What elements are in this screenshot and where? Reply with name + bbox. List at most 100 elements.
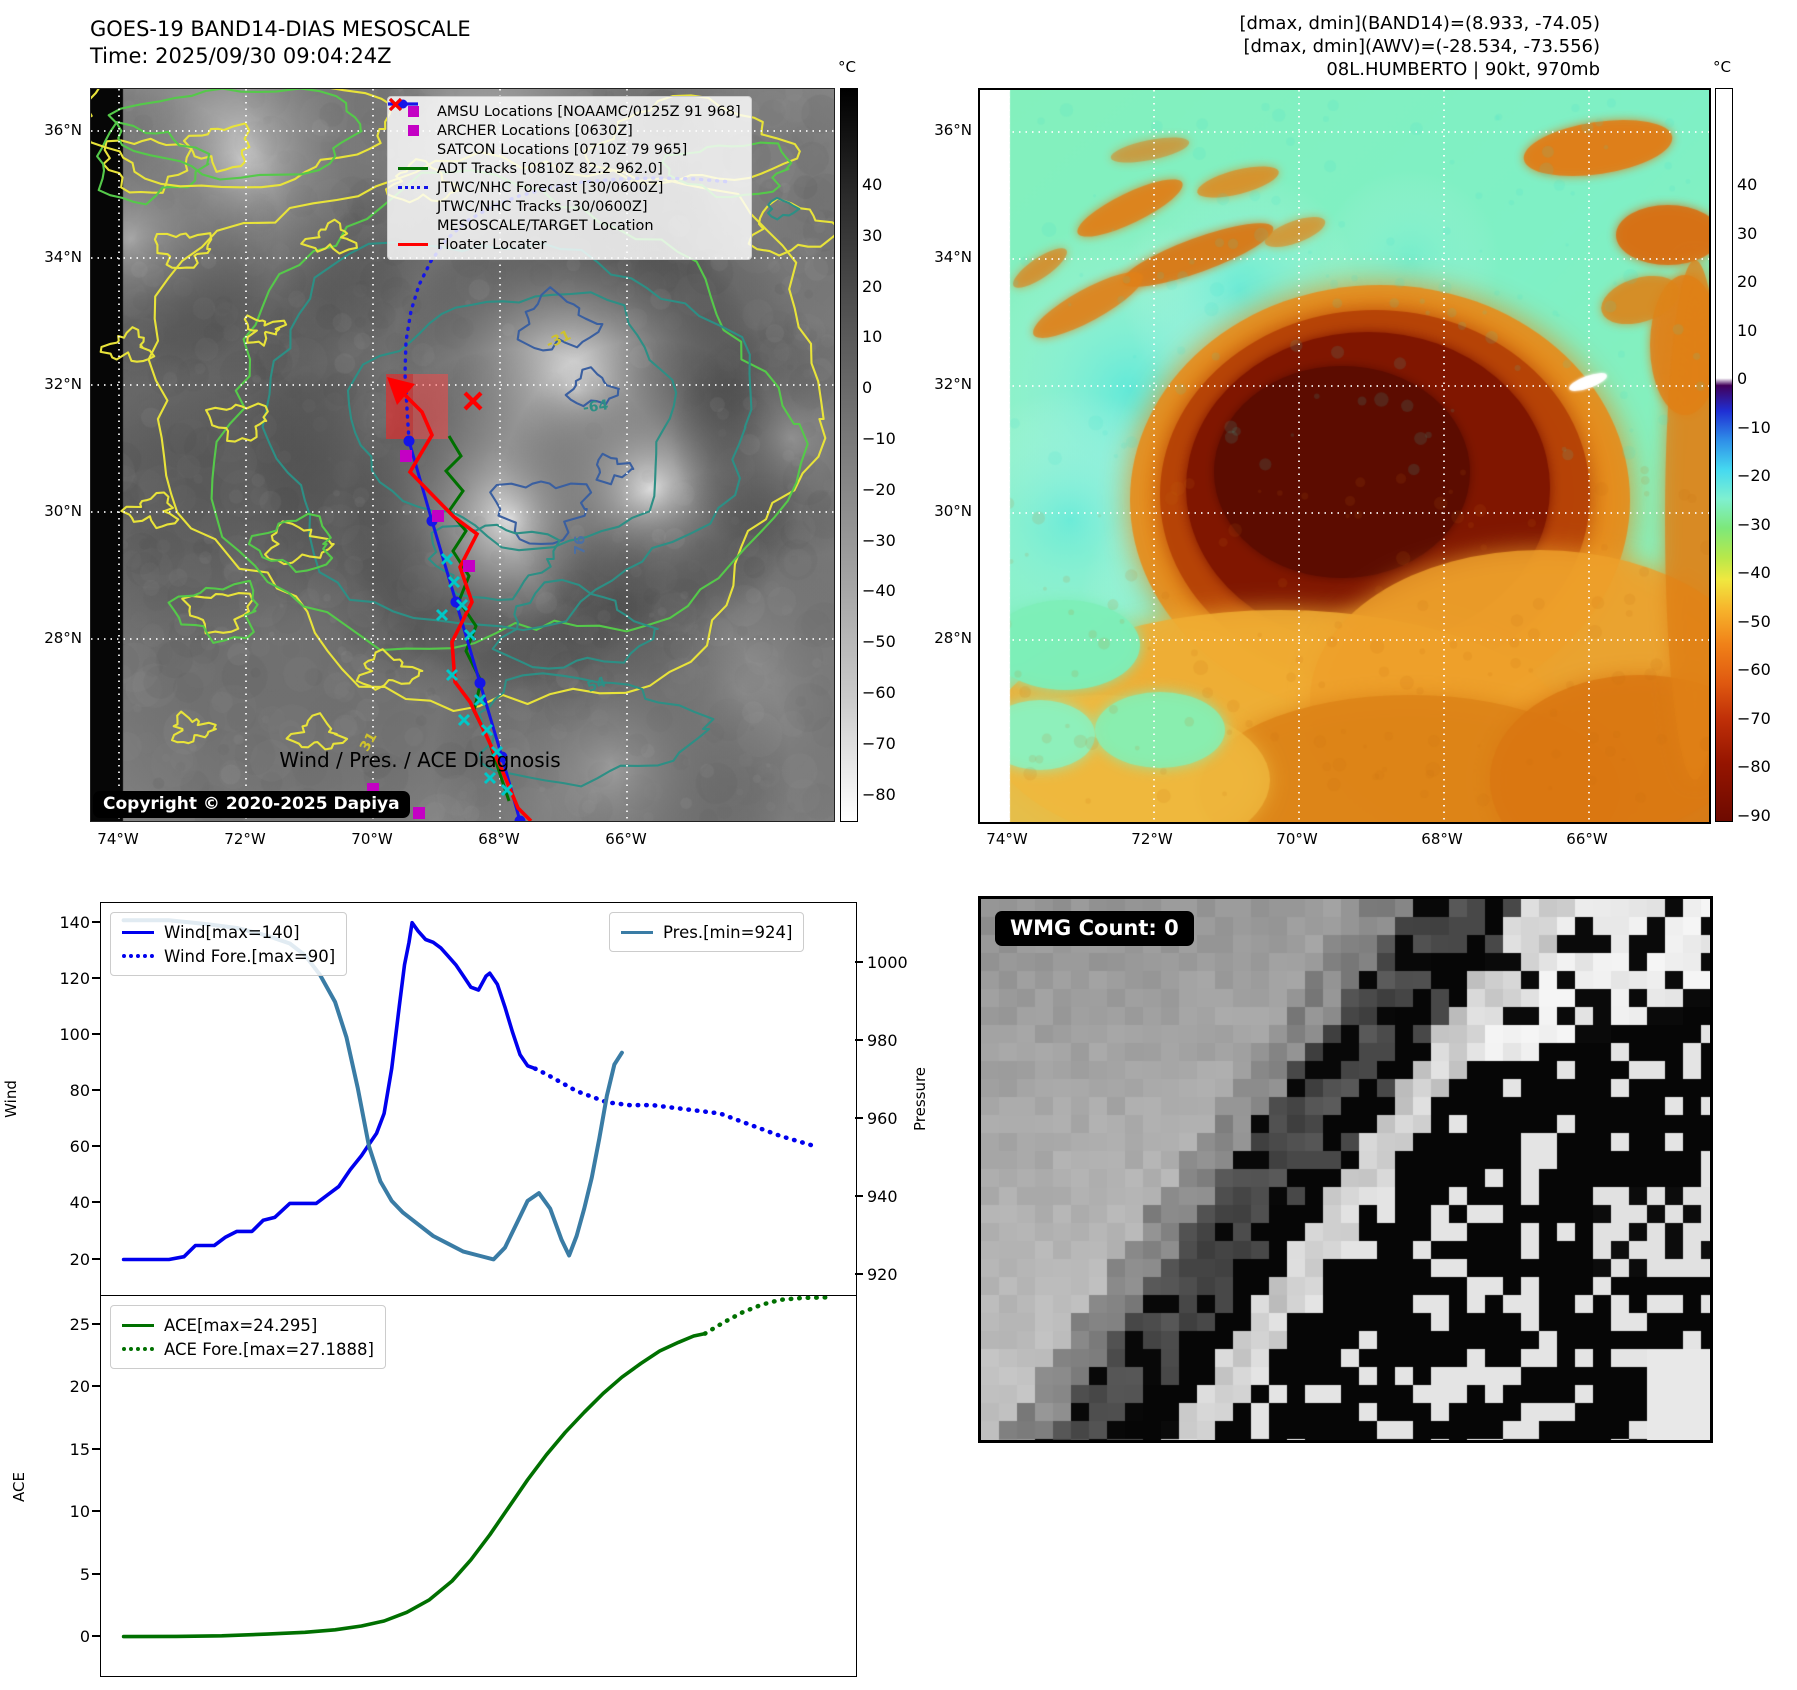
- colorbar-tick-label: −30: [862, 530, 896, 550]
- wmg-count-badge: WMG Count: 0: [995, 911, 1194, 946]
- awv-panel-header: [dmax, dmin](BAND14)=(8.933, -74.05) [dm…: [1239, 12, 1600, 81]
- ace-series: [121, 1296, 829, 1639]
- y-tick-mark: [92, 1572, 100, 1575]
- lon-tick-label: 72°W: [1131, 830, 1173, 848]
- wind-pressure-chart: Wind[max=140] Wind Fore.[max=90] Pres.[mi…: [100, 902, 857, 1297]
- colorbar-tick-label: −70: [862, 733, 896, 753]
- legend-item: JTWC/NHC Forecast [30/0600Z]: [398, 178, 741, 197]
- band14-satellite-map: AMSU Locations [NOAAMC/0125Z 91 968] ARCH…: [90, 88, 835, 822]
- colorbar-tick-label: −70: [1737, 708, 1771, 728]
- y-tick-mark: [92, 1089, 100, 1092]
- y-tick-label: 940: [867, 1186, 898, 1206]
- y-tick-mark: [92, 976, 100, 979]
- colorbar-tick-label: −60: [1737, 660, 1771, 679]
- lon-tick-label: 74°W: [97, 830, 139, 848]
- y-tick-mark: [92, 1032, 100, 1035]
- dotted-marker-icon: [398, 186, 428, 189]
- y-tick-mark: [855, 1194, 863, 1197]
- lon-tick-label: 72°W: [224, 830, 266, 848]
- dotted-line-icon: [122, 954, 154, 958]
- colorbar-tick-label: −50: [862, 632, 896, 652]
- awv-colorbar-unit: °C: [1713, 58, 1731, 76]
- colorbar-tick-label: −10: [1737, 417, 1771, 437]
- colorbar-tick-label: 0: [862, 378, 873, 398]
- lon-tick-label: 70°W: [1276, 830, 1318, 848]
- legend-item-label: Wind[max=140]: [164, 922, 300, 942]
- copyright-badge: Copyright © 2020-2025 Dapiya: [93, 791, 410, 818]
- y-tick-mark: [92, 920, 100, 923]
- y-tick-mark: [92, 1201, 100, 1204]
- y-tick-mark: [855, 1116, 863, 1119]
- contour-value-label: 76: [572, 535, 589, 555]
- legend-item: MESOSCALE/TARGET Location: [388, 97, 741, 235]
- page-title: GOES-19 BAND14-DIAS MESOSCALE: [90, 17, 471, 41]
- lat-tick-label: 36°N: [934, 121, 972, 139]
- y-tick-label: 20: [69, 1249, 90, 1269]
- legend-item: ARCHER Locations [0630Z]: [398, 121, 741, 140]
- lon-tick-label: 74°W: [986, 830, 1028, 848]
- y-tick-label: 960: [867, 1108, 898, 1128]
- line-marker-icon: [398, 167, 428, 170]
- legend-item-label: Floater Locater: [437, 236, 547, 253]
- band14-colorbar: [840, 88, 858, 822]
- y-tick-label: 40: [69, 1193, 90, 1213]
- y-tick-mark: [92, 1635, 100, 1638]
- ace-axis-label: ACE: [9, 1472, 28, 1502]
- legend-item-label: Wind Fore.[max=90]: [164, 946, 336, 966]
- legend-item-label: ACE[max=24.295]: [164, 1315, 318, 1335]
- y-tick-label: 5: [79, 1564, 90, 1584]
- awv-raster-image: [980, 90, 1709, 822]
- solid-line-icon: [122, 930, 154, 934]
- wmg-raster-image: [981, 899, 1710, 1440]
- lat-tick-label: 28°N: [44, 629, 82, 647]
- colorbar-tick-label: −90: [1737, 805, 1771, 825]
- lat-tick-label: 30°N: [934, 502, 972, 520]
- y-tick-label: 980: [867, 1031, 898, 1051]
- awv-satellite-map: [978, 88, 1711, 824]
- colorbar-tick-label: −10: [862, 429, 896, 448]
- y-tick-mark: [855, 1039, 863, 1042]
- y-tick-mark: [92, 1145, 100, 1148]
- colorbar-tick-label: −50: [1737, 611, 1771, 631]
- dotted-line-icon: [122, 1347, 154, 1351]
- colorbar-tick-label: −30: [1737, 514, 1771, 534]
- y-tick-label: 80: [69, 1081, 90, 1101]
- square-marker-icon: [398, 106, 428, 117]
- lat-tick-label: 30°N: [44, 502, 82, 520]
- colorbar-tick-label: −80: [862, 784, 896, 804]
- legend-item-label: ADT Tracks [0810Z 82.2 962.0]: [437, 160, 663, 177]
- y-tick-label: 140: [59, 912, 90, 932]
- y-tick-mark: [92, 1447, 100, 1450]
- legend-item: JTWC/NHC Tracks [30/0600Z]: [388, 99, 741, 216]
- timestamp: Time: 2025/09/30 09:04:24Z: [90, 44, 392, 68]
- lat-tick-label: 36°N: [44, 121, 82, 139]
- y-tick-label: 25: [69, 1314, 90, 1334]
- legend-item: AMSU Locations [NOAAMC/0125Z 91 968]: [398, 102, 741, 121]
- colorbar-tick-label: 30: [862, 225, 883, 245]
- legend-item-label: SATCON Locations [0710Z 79 965]: [437, 141, 688, 158]
- legend-item-label: ARCHER Locations [0630Z]: [437, 122, 633, 139]
- band14-colorbar-unit: °C: [838, 58, 856, 76]
- legend-item-label: JTWC/NHC Forecast [30/0600Z]: [437, 179, 664, 196]
- legend-item-label: Pres.[min=924]: [663, 922, 793, 942]
- y-tick-label: 20: [69, 1377, 90, 1397]
- lat-tick-label: 32°N: [44, 375, 82, 393]
- legend-item: Floater Locater: [398, 235, 741, 254]
- diagnosis-title: Wind / Pres. / ACE Diagnosis: [279, 748, 561, 772]
- y-tick-label: 10: [69, 1502, 90, 1522]
- lat-tick-label: 32°N: [934, 375, 972, 393]
- lat-tick-label: 28°N: [934, 629, 972, 647]
- legend-item: Wind[max=140]: [122, 920, 335, 944]
- colorbar-tick-label: −60: [862, 683, 896, 702]
- wind-axis-label: Wind: [1, 1080, 20, 1118]
- colorbar-tick-label: 10: [1737, 320, 1758, 340]
- legend-item: ACE[max=24.295]: [122, 1313, 374, 1337]
- colorbar-tick-label: −20: [1737, 466, 1771, 485]
- y-tick-mark: [92, 1510, 100, 1513]
- lon-tick-label: 68°W: [1421, 830, 1463, 848]
- legend-item: ACE Fore.[max=27.1888]: [122, 1337, 374, 1361]
- lon-tick-label: 66°W: [1566, 830, 1608, 848]
- line-marker-icon: [398, 243, 428, 246]
- colorbar-tick-label: 20: [862, 276, 883, 296]
- y-tick-mark: [855, 961, 863, 964]
